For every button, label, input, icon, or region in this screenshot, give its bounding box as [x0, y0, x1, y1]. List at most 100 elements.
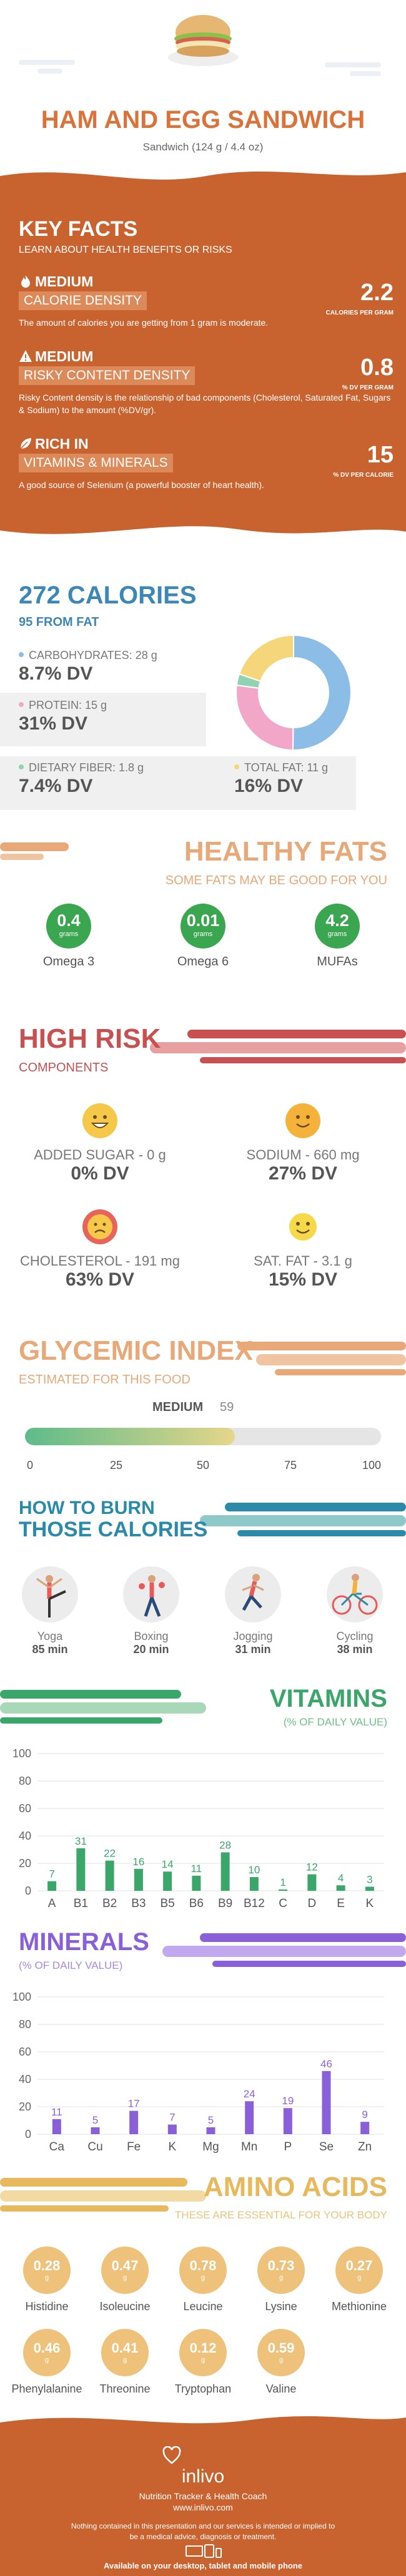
- amino-name: Histidine: [25, 2300, 69, 2313]
- data-label: 46: [320, 2058, 332, 2070]
- bar: [163, 1871, 172, 1891]
- x-tick-label: B6: [189, 1897, 204, 1910]
- glycemic-tick: 0: [26, 1459, 34, 1471]
- data-label: 22: [104, 1848, 116, 1860]
- risk-dv: 0% DV: [71, 1163, 129, 1184]
- risk-label: ADDED SUGAR - 0 g: [34, 1147, 166, 1163]
- data-label: 5: [92, 2114, 98, 2126]
- key-facts-title: KEY FACTS: [19, 217, 138, 241]
- x-tick-label: K: [366, 1897, 374, 1910]
- fact-calorie-density: MEDIUM CALORIE DENSITY The amount of cal…: [19, 273, 394, 329]
- macro-dv: 31% DV: [19, 713, 88, 734]
- data-label: 11: [191, 1863, 202, 1875]
- wave-divider: [0, 526, 406, 543]
- stripe-decoration: [0, 842, 69, 860]
- y-tick-label: 40: [19, 1830, 31, 1842]
- fat-name: Omega 3: [42, 955, 95, 968]
- amino-value: 0.59: [267, 2340, 295, 2356]
- activity-name: Jogging: [233, 1630, 273, 1642]
- fact-tag2: CALORIE DENSITY: [19, 291, 147, 310]
- fact-vitamins-minerals: RICH IN VITAMINS & MINERALS A good sourc…: [19, 436, 394, 491]
- activity-boxing: Boxing 20 min: [114, 1566, 189, 1656]
- x-tick-label: E: [337, 1897, 345, 1910]
- y-tick-label: 40: [19, 2073, 31, 2086]
- data-label: 7: [169, 2112, 175, 2124]
- highlight-bar: [0, 756, 356, 810]
- glycemic-tick: 25: [109, 1459, 123, 1471]
- stripe-decoration: [237, 1342, 406, 1375]
- fact-unit: % DV PER CALORIE: [333, 472, 394, 479]
- amino-leucine: 0.78 g Leucine: [162, 2247, 244, 2313]
- legend-dot: [19, 652, 24, 657]
- fact-tag2: VITAMINS & MINERALS: [19, 454, 173, 472]
- x-tick-label: B9: [218, 1897, 232, 1910]
- fat-omega6: 0.01 grams Omega 6: [147, 904, 259, 969]
- amino-value: 0.12: [189, 2340, 217, 2356]
- boxing-icon: [123, 1566, 179, 1622]
- amino-unit: g: [44, 2274, 49, 2281]
- macro-label: DIETARY FIBER: 1.8 g: [29, 761, 144, 774]
- amino-name: Leucine: [183, 2300, 223, 2313]
- activity-minutes: 85 min: [32, 1643, 68, 1656]
- bar: [322, 2071, 331, 2134]
- y-tick-label: 80: [19, 1775, 31, 1787]
- bar: [360, 2122, 370, 2134]
- x-tick-label: Fe: [127, 2140, 141, 2154]
- amino-unit: g: [201, 2274, 205, 2281]
- amino-name: Methionine: [331, 2300, 387, 2313]
- wave-divider: [0, 171, 406, 187]
- data-label: 31: [75, 1835, 87, 1847]
- macro-label: TOTAL FAT: 11 g: [244, 761, 329, 774]
- amino-bubble: 0.46 g: [23, 2329, 71, 2376]
- amino-value: 0.27: [345, 2258, 373, 2273]
- glycemic-title: GLYCEMIC INDEX: [19, 1335, 253, 1366]
- minerals-bar-chart: 0 20 40 60 80 100 11 Ca 5 Cu 17 Fe 7 K 5 Mg 24 Mn 19 P 46 Se 9…: [12, 1991, 384, 2154]
- amino-value: 0.78: [189, 2258, 217, 2273]
- glycemic-tick: 75: [284, 1459, 297, 1471]
- amino-isoleucine: 0.47 g Isoleucine: [84, 2247, 166, 2313]
- risk-dv: 27% DV: [268, 1163, 338, 1184]
- data-label: 4: [338, 1872, 344, 1884]
- sad-face-icon: [82, 1209, 117, 1244]
- amino-title: AMINO ACIDS: [203, 2172, 387, 2202]
- footer-url[interactable]: www.inlivo.com: [173, 2502, 233, 2512]
- risk-label: SAT. FAT - 3.1 g: [254, 1253, 352, 1269]
- footer: inlivo Nutrition Tracker & Health Coach …: [0, 2434, 406, 2576]
- minerals-section: MINERALS (% OF DAILY VALUE) 0 20 40 60 80 100…: [0, 1928, 406, 2172]
- fact-unit: CALORIES PER GRAM: [325, 310, 394, 316]
- fact-value: 0.8: [360, 354, 394, 381]
- high-risk-title: HIGH RISK: [19, 1023, 161, 1054]
- healthy-fats-subtitle: SOME FATS MAY BE GOOD FOR YOU: [165, 874, 387, 887]
- jogging-icon: [225, 1566, 281, 1622]
- data-label: 5: [208, 2114, 214, 2126]
- heart-logo-icon: [162, 2446, 181, 2464]
- yoga-icon: [22, 1566, 78, 1622]
- cycling-icon: [327, 1566, 383, 1622]
- flame-icon: [21, 275, 30, 288]
- data-label: 11: [51, 2106, 62, 2118]
- amino-phenylalanine: 0.46 g Phenylalanine: [6, 2329, 87, 2396]
- activity-minutes: 20 min: [133, 1643, 169, 1656]
- y-tick-label: 60: [19, 1802, 31, 1815]
- header: HAM AND EGG SANDWICH Sandwich (124 g / 4…: [0, 0, 406, 187]
- smile-face-icon: [285, 1209, 320, 1244]
- bar: [134, 1868, 143, 1891]
- fat-value: 4.2: [325, 911, 349, 930]
- amino-bubble: 0.59 g: [257, 2329, 305, 2376]
- data-label: 10: [248, 1864, 260, 1876]
- amino-name: Threonine: [99, 2383, 151, 2395]
- data-label: 3: [367, 1873, 372, 1885]
- risk-sodium: SODIUM - 660 mg 27% DV: [209, 1103, 397, 1184]
- amino-name: Tryptophan: [174, 2383, 232, 2395]
- risk-added-sugar: ADDED SUGAR - 0 g 0% DV: [6, 1103, 194, 1184]
- amino-bubble: 0.73 g: [257, 2247, 305, 2294]
- sandwich-image: [168, 15, 238, 66]
- risk-cholesterol: CHOLESTEROL - 191 mg 63% DV: [6, 1209, 194, 1290]
- activity-name: Yoga: [37, 1630, 63, 1642]
- bar: [52, 2119, 61, 2134]
- x-tick-label: A: [48, 1897, 56, 1910]
- cloud-decoration: [325, 62, 381, 67]
- amino-threonine: 0.41 g Threonine: [84, 2329, 166, 2396]
- fact-tag2: RISKY CONTENT DENSITY: [19, 366, 196, 385]
- risk-label: SODIUM - 660 mg: [246, 1147, 360, 1163]
